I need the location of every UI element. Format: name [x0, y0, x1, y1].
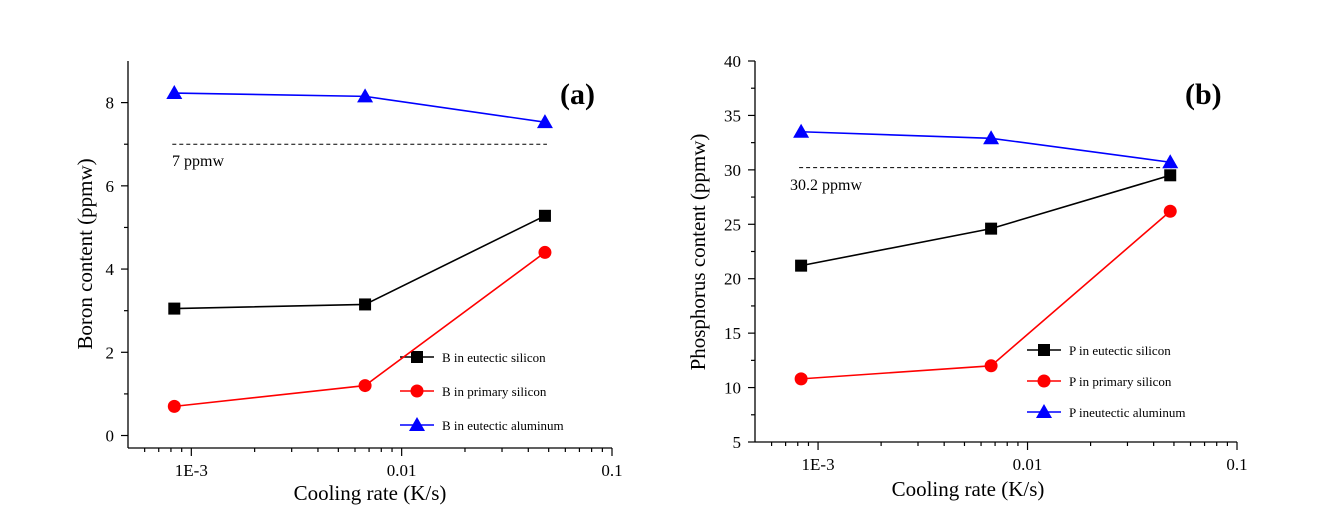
legend-entry: P ineutectic aluminum	[1027, 404, 1186, 420]
legend-entry: B in primary silicon	[400, 384, 547, 399]
data-point	[168, 302, 181, 315]
legend-label: B in eutectic aluminum	[442, 418, 564, 433]
data-point	[1162, 154, 1179, 169]
legend-marker	[410, 384, 424, 398]
chart-panel-b: 5 10 15 20 25 30 35 40 1E-3 0.01 0.1 Cooling rate (…	[686, 52, 1248, 501]
data-point	[1164, 169, 1177, 182]
y-tick-label: 40	[724, 52, 741, 71]
y-tick-label: 25	[724, 215, 741, 234]
legend-marker	[1037, 374, 1051, 388]
x-tick-label: 0.01	[1013, 455, 1043, 474]
data-point	[1163, 204, 1177, 218]
series-triangle	[166, 85, 553, 129]
x-tick-label: 1E-3	[175, 461, 208, 480]
data-point	[794, 372, 808, 386]
y-axis-title: Boron content (ppmw)	[73, 158, 97, 349]
data-point	[167, 399, 181, 413]
legend-entry: B in eutectic aluminum	[400, 417, 564, 433]
data-point	[538, 245, 552, 259]
panel-label: (a)	[560, 78, 595, 111]
series-line	[174, 92, 546, 123]
y-tick-label: 20	[724, 270, 741, 289]
x-tick-label: 1E-3	[802, 455, 835, 474]
legend-label: B in primary silicon	[442, 384, 547, 399]
series-square	[795, 169, 1177, 272]
series-circle	[167, 245, 552, 413]
data-point	[166, 85, 183, 100]
x-tick-label: 0.1	[601, 461, 622, 480]
legend-marker	[411, 351, 423, 363]
y-axis-title: Phosphorus content (ppmw)	[686, 134, 710, 371]
data-point	[536, 114, 553, 129]
x-axis-title: Cooling rate (K/s)	[892, 477, 1045, 501]
series-line	[174, 215, 546, 310]
legend-marker	[1036, 404, 1052, 418]
series-square	[168, 209, 551, 315]
y-tick-label: 35	[724, 106, 741, 125]
y-tick-label: 2	[106, 343, 115, 362]
series-line	[801, 130, 1171, 164]
reference-label: 30.2 ppmw	[790, 177, 862, 194]
x-tick-label: 0.1	[1226, 455, 1247, 474]
y-tick-label: 6	[106, 177, 115, 196]
legend-entry: P in eutectic silicon	[1027, 343, 1171, 358]
data-point	[358, 379, 372, 393]
x-axis-title: Cooling rate (K/s)	[294, 481, 447, 505]
y-tick-label: 0	[106, 427, 115, 446]
data-point	[983, 130, 1000, 145]
legend-label: P in eutectic silicon	[1069, 343, 1171, 358]
y-tick-label: 10	[724, 379, 741, 398]
data-point	[985, 222, 998, 235]
chart-panel-a: 0 2 4 6 8 1E-3 0.01 0.1 Cooling rate (K/s) Boron …	[73, 61, 623, 505]
y-tick-label: 4	[106, 260, 115, 279]
y-tick-label: 15	[724, 324, 741, 343]
legend-label: P in primary silicon	[1069, 374, 1172, 389]
legend-entry: P in primary silicon	[1027, 374, 1172, 389]
data-point	[357, 88, 374, 103]
legend-entry: B in eutectic silicon	[400, 350, 546, 365]
data-point	[795, 259, 808, 272]
y-tick-label: 30	[724, 161, 741, 180]
x-tick-label: 0.01	[387, 461, 417, 480]
data-point	[359, 298, 372, 311]
series-circle	[794, 204, 1177, 386]
y-tick-label: 8	[106, 94, 115, 113]
legend-label: P ineutectic aluminum	[1069, 405, 1186, 420]
data-point	[984, 359, 998, 373]
data-point	[793, 123, 810, 138]
y-tick-label: 5	[733, 433, 742, 452]
legend-marker	[409, 417, 425, 431]
legend-marker	[1038, 344, 1050, 356]
series-triangle	[793, 123, 1179, 169]
data-point	[538, 209, 551, 222]
panel-label: (b)	[1185, 78, 1222, 111]
reference-label: 7 ppmw	[172, 153, 224, 170]
legend-label: B in eutectic silicon	[442, 350, 546, 365]
